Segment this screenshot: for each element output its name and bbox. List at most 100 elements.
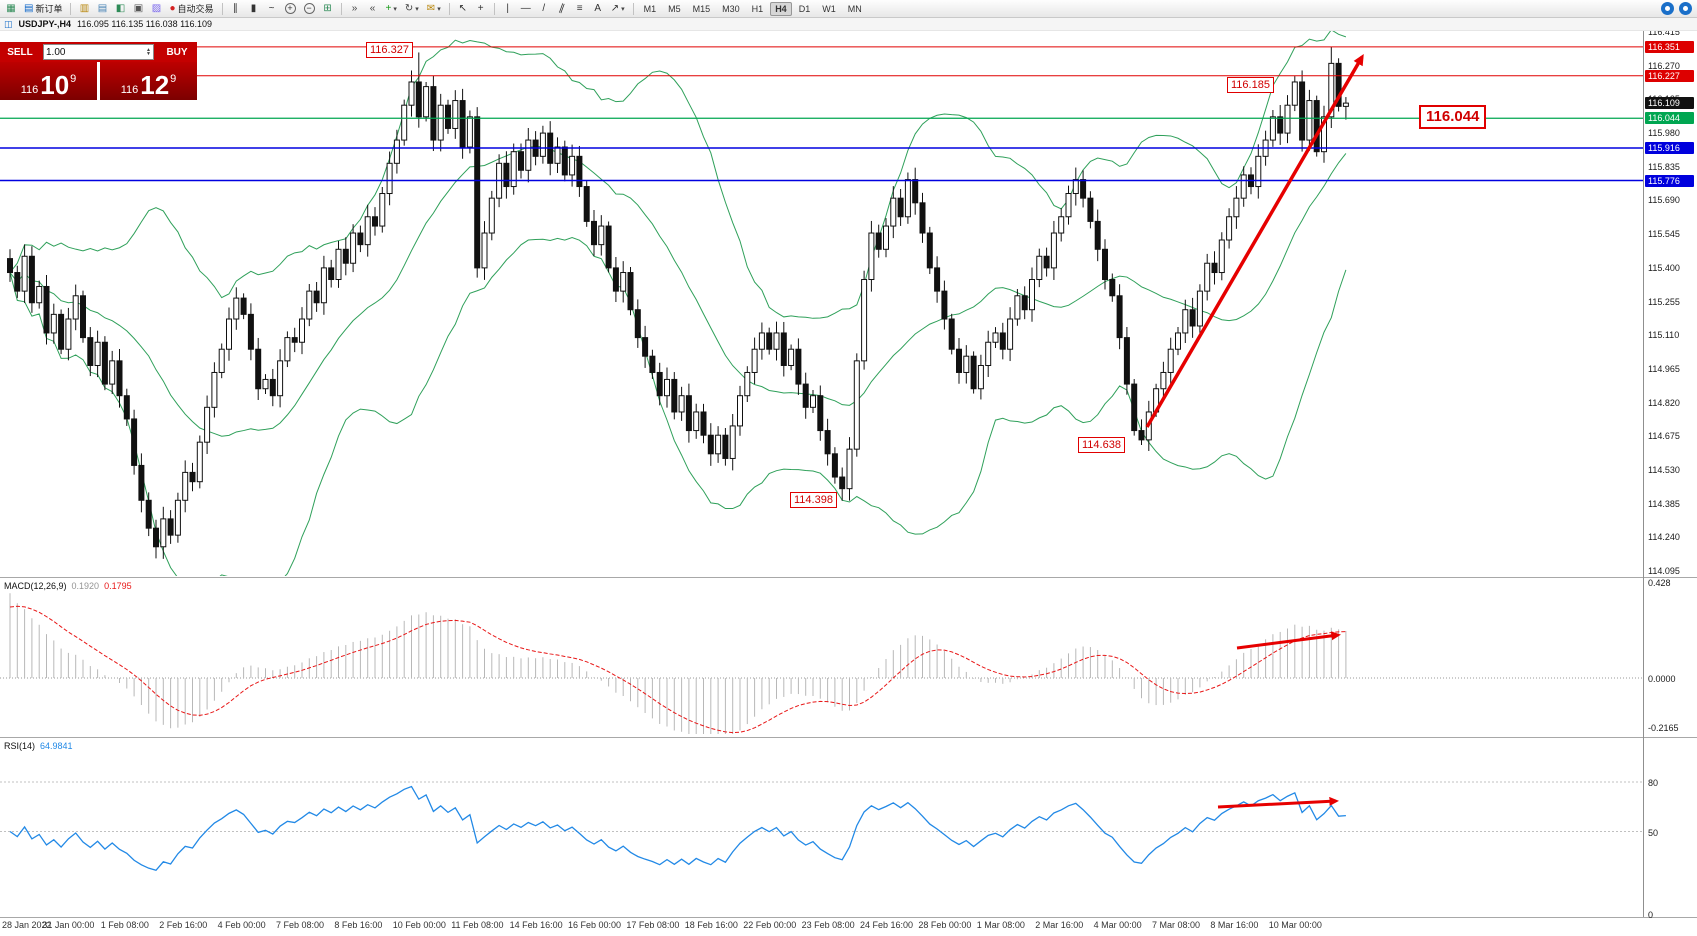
sell-price-big: 10 — [40, 69, 70, 100]
rsi-indicator-label: RSI(14) 64.9841 — [4, 741, 73, 751]
market-watch-button[interactable]: ▥ — [76, 1, 92, 16]
bollinger-lower-line — [9, 236, 1347, 576]
caret-down-icon: ▾ — [415, 5, 419, 13]
channel-button[interactable]: ∥ — [554, 1, 570, 16]
trend-arrow-main[interactable] — [1145, 53, 1364, 428]
volume-spinner[interactable]: ▲ ▼ — [146, 47, 151, 57]
vertical-line-icon: | — [506, 2, 509, 14]
channel-icon: ∥ — [557, 2, 567, 15]
zoom-in-button[interactable]: + — [282, 1, 299, 16]
bar-chart-icon: ∥ — [233, 2, 239, 14]
toolbar: ▦ ▤ 新订单 ▥ ▤ ◧ ▣ ▨ ● 自动交易 ∥ ▮ ~ + − ⊞» «+ ▾ ↻ ▾ ✉ ▾ ↖ + | — / ∥ ≡ A ↗ ▾ M… — [0, 0, 1697, 18]
chart-icon: ▦ — [6, 2, 16, 14]
buy-price-big: 12 — [140, 69, 170, 100]
indicators-icon: + — [385, 2, 392, 14]
timeframe-m15-button[interactable]: M15 — [692, 3, 711, 14]
spinner-up-icon[interactable]: ▲ — [146, 47, 151, 53]
crosshair-button[interactable]: + — [473, 1, 489, 16]
data-window-button[interactable]: ▤ — [94, 1, 110, 16]
timeframe-h4-button[interactable]: H4 — [770, 1, 792, 16]
fibonacci-icon: ≡ — [576, 2, 583, 14]
timeframe-m5-button[interactable]: M5 — [668, 3, 681, 14]
chart-symbol-title: USDJPY-,H4 — [18, 19, 72, 29]
zoom-out-icon: − — [303, 3, 315, 14]
timeframe-m30-button[interactable]: M30 — [722, 3, 740, 14]
toolbar-separator — [340, 2, 342, 15]
bollinger-upper-line — [9, 31, 1347, 319]
terminal-button[interactable]: ▣ — [130, 1, 146, 16]
periods-button[interactable]: ↻ ▾ — [402, 1, 422, 16]
trendline-button[interactable]: / — [536, 1, 552, 16]
templates-icon: ✉ — [426, 2, 436, 14]
candlestick-chart-button[interactable]: ▮ — [246, 1, 262, 16]
timeframe-m1-button[interactable]: M1 — [643, 3, 657, 14]
strategy-tester-button[interactable]: ▨ — [148, 1, 164, 16]
caret-down-icon: ▾ — [393, 5, 397, 13]
zoom-in-icon: + — [284, 3, 296, 14]
volume-value: 1.00 — [46, 46, 66, 58]
sell-price-button[interactable]: 116 10 9 — [0, 62, 97, 100]
cursor-button[interactable]: ↖ — [455, 1, 471, 16]
cursor-icon: ↖ — [458, 2, 467, 14]
toolbar-separator — [221, 2, 223, 15]
autotrading-button-label: 自动交易 — [177, 4, 214, 14]
auto-scroll-icon: » — [351, 2, 358, 14]
sell-button[interactable]: SELL — [7, 46, 33, 58]
navigator-button[interactable]: ◧ — [112, 1, 128, 16]
chart-shift-button[interactable]: « — [365, 1, 381, 16]
timeframe-d1-button[interactable]: D1 — [798, 3, 811, 14]
sell-price-pip: 9 — [70, 73, 77, 85]
trend-arrow-rsi[interactable] — [1217, 796, 1339, 809]
trend-arrow-macd[interactable] — [1236, 631, 1341, 650]
autotrading-icon: ● — [169, 2, 176, 14]
auto-scroll-button[interactable]: » — [347, 1, 363, 16]
buy-price-button[interactable]: 116 12 9 — [100, 62, 197, 100]
strategy-tester-icon: ▨ — [151, 2, 162, 14]
timeframe-h1-button[interactable]: H1 — [751, 3, 764, 14]
arrows-button[interactable]: ↗ ▾ — [608, 1, 628, 16]
fibonacci-button[interactable]: ≡ — [572, 1, 588, 16]
tile-windows-button[interactable]: ⊞ — [320, 1, 336, 16]
timeframe-mn-button[interactable]: MN — [847, 3, 862, 14]
candlestick-chart-icon: ▮ — [250, 2, 257, 14]
macd-signal-value: 0.1795 — [104, 581, 132, 591]
indicators-button[interactable]: + ▾ — [383, 1, 400, 16]
sell-price-base: 116 — [20, 83, 39, 96]
search-icon — [1683, 6, 1688, 11]
community-button[interactable] — [1661, 2, 1674, 15]
macd-signal-line — [9, 605, 1346, 734]
new-order-icon: ▤ — [24, 2, 34, 14]
charts-button[interactable]: ▦ — [3, 1, 19, 16]
search-button[interactable] — [1679, 2, 1692, 15]
bar-chart-button[interactable]: ∥ — [228, 1, 244, 16]
navigator-icon: ◧ — [115, 2, 126, 14]
buy-price-base: 116 — [120, 83, 139, 96]
terminal-icon: ▣ — [133, 2, 144, 14]
main-chart-layer — [7, 31, 1349, 576]
new-order-button[interactable]: ▤ 新订单 — [21, 1, 65, 16]
new-order-button-label: 新订单 — [35, 4, 63, 14]
templates-button[interactable]: ✉ ▾ — [424, 1, 444, 16]
autotrading-button[interactable]: ● 自动交易 — [166, 1, 216, 16]
vertical-line-button[interactable]: | — [500, 1, 516, 16]
candlestick-series — [7, 46, 1349, 559]
line-chart-button[interactable]: ~ — [264, 1, 280, 16]
data-window-icon: ▤ — [97, 2, 108, 14]
rsi-value: 64.9841 — [40, 741, 73, 751]
macd-main-value: 0.1920 — [71, 581, 100, 591]
timeframe-w1-button[interactable]: W1 — [822, 3, 836, 14]
spinner-down-icon[interactable]: ▼ — [146, 51, 151, 57]
horizontal-line-button[interactable]: — — [518, 1, 534, 16]
rsi-panel-layer — [0, 781, 1643, 872]
zoom-out-button[interactable]: − — [301, 1, 318, 16]
one-click-top-row: SELL 1.00 ▲ ▼ BUY — [0, 42, 197, 62]
text-button[interactable]: A — [590, 1, 606, 16]
chart-window-icon: ◫ — [4, 18, 13, 29]
arrows-icon: ↗ — [610, 2, 620, 14]
buy-button[interactable]: BUY — [166, 46, 188, 58]
rsi-name: RSI(14) — [4, 741, 36, 751]
volume-input[interactable]: 1.00 ▲ ▼ — [43, 44, 154, 60]
tile-windows-icon: ⊞ — [323, 2, 332, 14]
